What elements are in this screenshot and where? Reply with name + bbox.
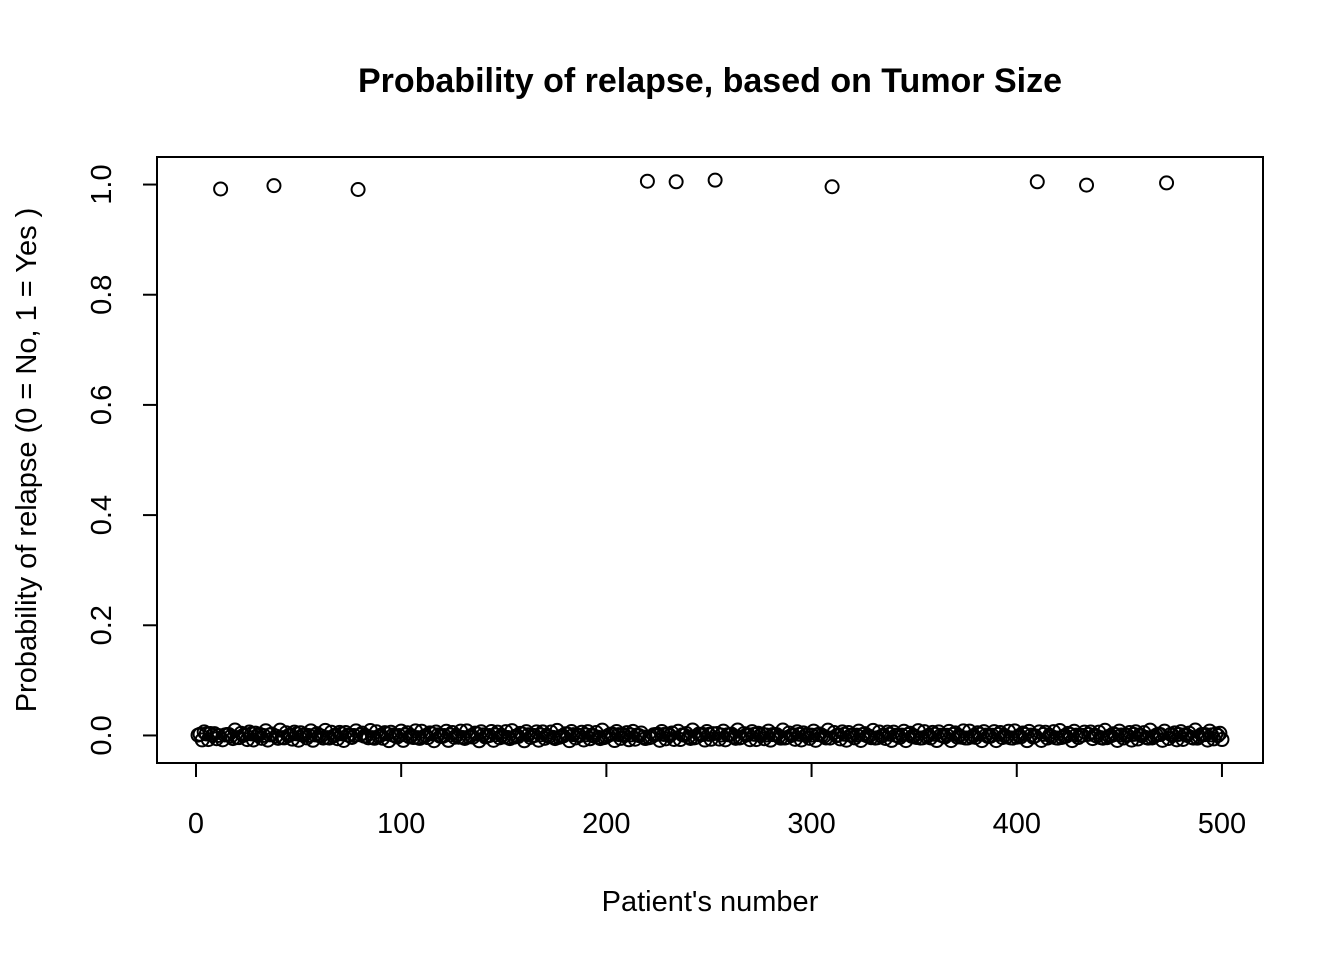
data-point — [196, 724, 212, 740]
data-point — [1029, 174, 1045, 190]
data-point — [1214, 732, 1230, 748]
x-tick-label: 300 — [787, 808, 835, 840]
data-point — [213, 181, 229, 197]
x-tick-label: 200 — [582, 808, 630, 840]
data-point — [744, 724, 760, 740]
data-points — [190, 172, 1230, 749]
x-tick-label: 400 — [993, 808, 1041, 840]
x-tick-label: 100 — [377, 808, 425, 840]
data-point — [789, 724, 805, 740]
x-axis: 0 100 200 300 400 500 — [188, 762, 1246, 840]
y-tick-label: 0.8 — [86, 275, 118, 315]
data-point — [1079, 177, 1095, 193]
y-tick-label: 0.2 — [86, 605, 118, 645]
data-point — [241, 724, 257, 740]
data-point — [1212, 725, 1228, 741]
data-point — [286, 724, 302, 740]
y-tick-label: 0.4 — [86, 495, 118, 535]
plot-frame — [156, 156, 1264, 764]
data-point — [668, 174, 684, 190]
data-point — [824, 179, 840, 195]
data-point — [332, 724, 348, 740]
data-point — [699, 724, 715, 740]
data-point — [879, 724, 895, 740]
x-tick-label: 500 — [1198, 808, 1246, 840]
data-point — [266, 178, 282, 194]
y-axis-label: Probability of relapse (0 = No, 1 = Yes … — [11, 208, 43, 713]
data-point — [639, 173, 655, 189]
data-point — [834, 724, 850, 740]
data-point — [1210, 727, 1226, 743]
data-point — [350, 182, 366, 198]
y-tick-label: 1.0 — [86, 164, 118, 204]
y-tick-label: 0.6 — [86, 385, 118, 425]
chart-title: Probability of relapse, based on Tumor S… — [358, 62, 1062, 100]
data-point — [1159, 175, 1175, 191]
data-point — [1017, 726, 1033, 742]
x-tick-label: 0 — [188, 808, 204, 840]
x-axis-label: Patient's number — [602, 886, 819, 918]
data-point — [707, 172, 723, 188]
y-axis: 0.0 0.2 0.4 0.6 0.8 1.0 — [86, 164, 158, 756]
y-tick-label: 0.0 — [86, 715, 118, 755]
